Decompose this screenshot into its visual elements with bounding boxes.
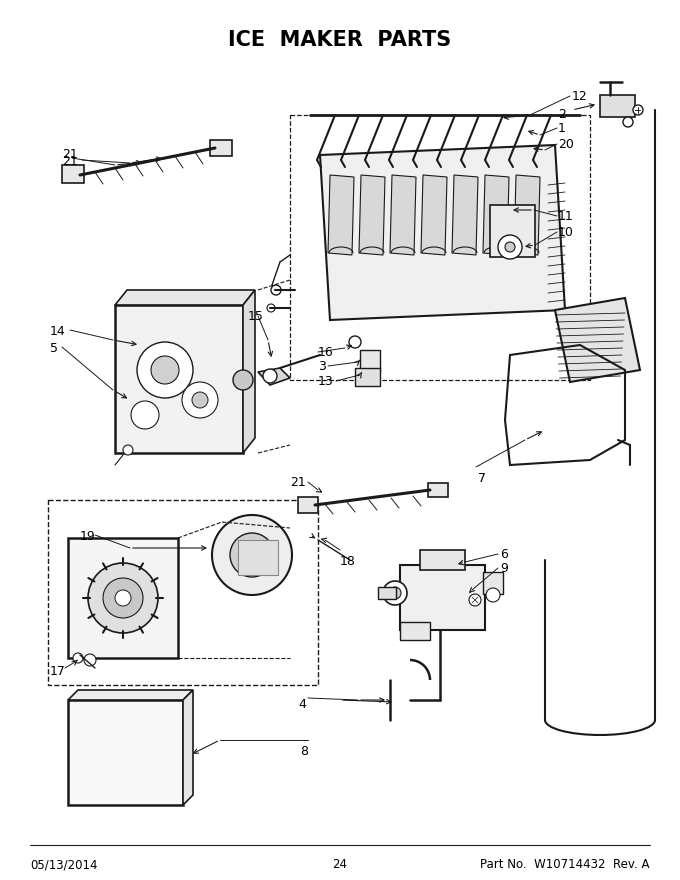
Bar: [68, 538, 178, 658]
Polygon shape: [452, 175, 478, 255]
Bar: [420, 550, 465, 570]
Text: 05/13/2014: 05/13/2014: [30, 858, 97, 871]
Polygon shape: [258, 368, 290, 385]
Text: 24: 24: [333, 858, 347, 871]
Polygon shape: [421, 175, 447, 255]
Polygon shape: [514, 175, 540, 255]
Circle shape: [242, 545, 262, 565]
Bar: [490, 205, 535, 257]
Text: 13: 13: [318, 375, 334, 388]
Bar: [48, 500, 318, 685]
Polygon shape: [243, 290, 255, 453]
Circle shape: [271, 285, 281, 295]
Circle shape: [623, 117, 633, 127]
Circle shape: [233, 370, 253, 390]
Polygon shape: [320, 145, 565, 320]
Circle shape: [498, 235, 522, 259]
Circle shape: [151, 356, 179, 384]
Text: 9: 9: [500, 562, 508, 575]
Circle shape: [88, 563, 158, 633]
Circle shape: [383, 581, 407, 605]
Circle shape: [486, 588, 500, 602]
Polygon shape: [555, 298, 640, 382]
Bar: [378, 587, 396, 599]
Text: 5: 5: [50, 342, 58, 355]
Text: 15: 15: [248, 310, 264, 323]
Text: 20: 20: [558, 138, 574, 151]
Bar: [600, 95, 635, 117]
Circle shape: [115, 590, 131, 606]
Circle shape: [137, 342, 193, 398]
Circle shape: [505, 242, 515, 252]
Circle shape: [469, 594, 481, 606]
Circle shape: [263, 369, 277, 383]
Text: 7: 7: [478, 472, 486, 485]
Bar: [400, 622, 430, 640]
Circle shape: [389, 587, 401, 599]
Text: 14: 14: [50, 325, 66, 338]
Circle shape: [182, 382, 218, 418]
Text: ICE  MAKER  PARTS: ICE MAKER PARTS: [228, 30, 452, 50]
Text: 16: 16: [318, 346, 334, 359]
Text: 17: 17: [50, 665, 66, 678]
Bar: [355, 368, 380, 386]
Circle shape: [267, 304, 275, 312]
Text: 18: 18: [340, 555, 356, 568]
Polygon shape: [328, 175, 354, 255]
Text: 19: 19: [80, 530, 96, 543]
Text: 6: 6: [500, 548, 508, 561]
Text: 21: 21: [290, 476, 306, 489]
Circle shape: [123, 445, 133, 455]
Text: 2: 2: [558, 108, 566, 121]
Bar: [483, 572, 503, 594]
Circle shape: [73, 653, 83, 663]
Polygon shape: [115, 290, 255, 305]
Text: 12: 12: [572, 90, 588, 103]
Bar: [400, 565, 485, 630]
Circle shape: [192, 392, 208, 408]
Text: 10: 10: [558, 226, 574, 239]
Text: 4: 4: [298, 698, 306, 711]
Bar: [62, 165, 84, 183]
Text: 11: 11: [558, 210, 574, 223]
Circle shape: [131, 401, 159, 429]
Text: 1: 1: [558, 122, 566, 135]
Bar: [115, 305, 243, 453]
Bar: [68, 700, 183, 805]
Circle shape: [84, 654, 96, 666]
Polygon shape: [183, 690, 193, 805]
Text: 21: 21: [62, 148, 78, 161]
Bar: [210, 140, 232, 156]
Text: Part No.  W10714432  Rev. A: Part No. W10714432 Rev. A: [481, 858, 650, 871]
Polygon shape: [390, 175, 416, 255]
Polygon shape: [359, 175, 385, 255]
Circle shape: [212, 515, 292, 595]
Polygon shape: [483, 175, 509, 255]
Bar: [290, 115, 590, 380]
Circle shape: [103, 578, 143, 618]
Circle shape: [633, 105, 643, 115]
Text: 3: 3: [318, 360, 326, 373]
Bar: [298, 497, 318, 513]
Circle shape: [230, 533, 274, 577]
Bar: [428, 483, 448, 497]
Bar: [238, 540, 278, 575]
Bar: [360, 350, 380, 372]
Circle shape: [349, 336, 361, 348]
Text: 21: 21: [62, 155, 78, 168]
Polygon shape: [68, 690, 193, 700]
Text: 8: 8: [300, 745, 308, 758]
